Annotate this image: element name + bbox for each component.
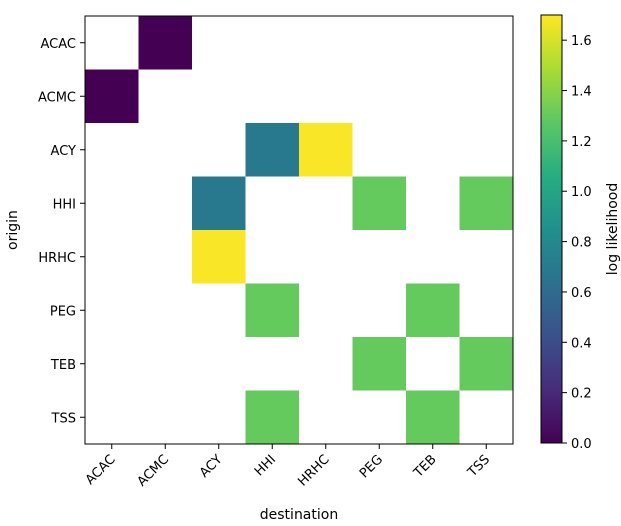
heatmap-cell-TEB-PEG: [352, 337, 406, 391]
y-tick-label: HRHC: [38, 251, 76, 266]
heatmap-cell-PEG-TEB: [406, 283, 460, 337]
heatmap-cell-HHI-PEG: [352, 176, 406, 230]
y-tick-label: HHI: [53, 197, 76, 212]
heatmap-cell-TEB-TSS: [459, 337, 513, 391]
heatmap-cells: [85, 16, 513, 444]
x-tick-label: ACMC: [135, 452, 173, 490]
y-tick-label: ACAC: [41, 37, 76, 52]
x-tick-label: PEG: [357, 452, 386, 481]
x-tick-label: ACY: [197, 452, 226, 481]
colorbar-tick-label: 0.0: [571, 437, 592, 452]
x-tick-label: ACAC: [83, 452, 119, 488]
colorbar-tick-label: 1.6: [571, 34, 592, 49]
y-axis-label: origin: [5, 210, 21, 250]
heatmap-cell-TSS-TEB: [406, 390, 460, 444]
colorbar-tick-label: 0.8: [571, 236, 592, 251]
x-axis: ACAC ACMC ACY HHI HRHC PEG TEB TSS: [83, 444, 493, 490]
heatmap-cell-ACAC-ACMC: [138, 16, 192, 70]
x-axis-label: destination: [260, 507, 338, 523]
colorbar-gradient: [541, 15, 562, 443]
y-tick-label: PEG: [50, 304, 76, 319]
x-tick-label: TSS: [464, 452, 493, 481]
x-tick-label: HHI: [252, 452, 279, 479]
x-tick-label: TEB: [411, 452, 440, 481]
y-axis: ACAC ACMC ACY HHI HRHC PEG TEB TSS: [38, 37, 85, 426]
colorbar-tick-label: 0.2: [571, 387, 592, 402]
colorbar-frame: [540, 14, 563, 444]
colorbar: 0.0 0.2 0.4 0.6 0.8 1.0 1.2 1.4 1.6 log likeliho…: [540, 14, 621, 452]
heatmap-cell-TSS-HHI: [245, 390, 299, 444]
x-tick-label: HRHC: [295, 452, 332, 489]
heatmap-cell-ACY-HHI: [245, 123, 299, 177]
y-tick-label: TEB: [50, 358, 76, 373]
heatmap-cell-PEG-HHI: [245, 283, 299, 337]
y-tick-label: ACMC: [38, 90, 76, 105]
colorbar-label: log likelihood: [605, 183, 621, 275]
colorbar-tick-label: 1.4: [571, 85, 592, 100]
colorbar-tick-label: 1.2: [571, 135, 592, 150]
y-tick-label: TSS: [51, 411, 76, 426]
heatmap-cell-ACY-HRHC: [299, 123, 353, 177]
heatmap-cell-HRHC-ACY: [192, 230, 246, 284]
colorbar-tick-label: 0.6: [571, 286, 592, 301]
heatmap-cell-ACMC-ACAC: [85, 69, 139, 123]
plot-frame: [84, 15, 514, 445]
heatmap-cell-HHI-ACY: [192, 176, 246, 230]
heatmap-cell-HHI-TSS: [459, 176, 513, 230]
y-tick-label: ACY: [51, 144, 77, 159]
colorbar-tick-label: 1.0: [571, 185, 592, 200]
colorbar-tick-label: 0.4: [571, 336, 592, 351]
colorbar-ticks: 0.0 0.2 0.4 0.6 0.8 1.0 1.2 1.4 1.6: [562, 34, 592, 452]
